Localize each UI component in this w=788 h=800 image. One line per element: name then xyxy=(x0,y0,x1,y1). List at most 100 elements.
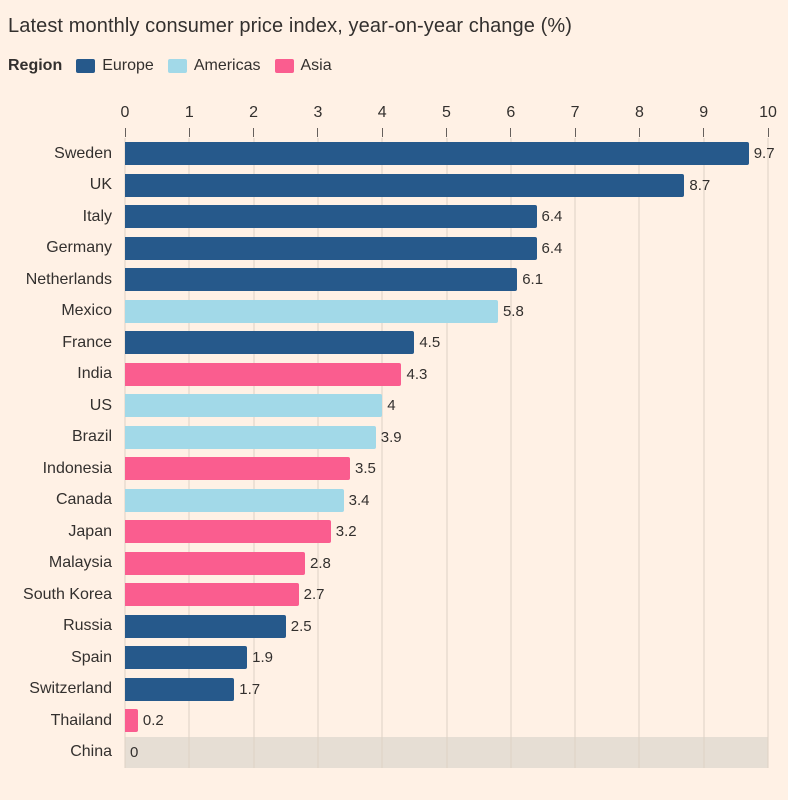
axis-tick-label: 7 xyxy=(570,104,580,121)
value-label: 4 xyxy=(387,397,396,415)
plot-cell: 3.2 xyxy=(125,516,768,548)
bar-sweden[interactable] xyxy=(125,142,749,166)
country-label: India xyxy=(77,365,112,383)
legend-label: Europe xyxy=(102,57,154,74)
bar-france[interactable] xyxy=(125,331,415,355)
plot-cell: 6.4 xyxy=(125,233,768,265)
country-label: US xyxy=(89,396,112,414)
bar-brazil[interactable] xyxy=(125,425,376,449)
country-label: Netherlands xyxy=(25,270,112,288)
chart-row: Germany 6.4 xyxy=(8,233,788,265)
chart-row: Sweden 9.7 xyxy=(8,138,788,170)
axis-tick-label: 0 xyxy=(120,104,130,121)
value-label: 3.9 xyxy=(380,428,402,446)
plot-cell: 6.4 xyxy=(125,201,768,233)
country-label: Indonesia xyxy=(42,459,112,477)
legend-label: Asia xyxy=(300,57,332,74)
axis-tick-label: 10 xyxy=(759,104,777,121)
bar-switzerland[interactable] xyxy=(125,677,235,701)
axis-tick-mark xyxy=(381,128,383,137)
plot-cell: 4.5 xyxy=(125,327,768,359)
legend-item-asia[interactable]: Asia xyxy=(274,57,332,75)
axis-tick-label: 2 xyxy=(249,104,259,121)
chart-title: Latest monthly consumer price index, yea… xyxy=(8,15,573,37)
value-label: 5.8 xyxy=(502,302,524,320)
legend-title: Region xyxy=(8,57,63,74)
bar-japan[interactable] xyxy=(125,520,331,544)
bar-uk[interactable] xyxy=(125,173,685,197)
country-label: France xyxy=(62,333,112,351)
bar-south-korea[interactable] xyxy=(125,583,299,607)
country-label: South Korea xyxy=(23,585,112,603)
legend-swatch-asia xyxy=(274,59,294,73)
value-label: 9.7 xyxy=(753,145,775,163)
bar-russia[interactable] xyxy=(125,614,286,638)
country-label: Japan xyxy=(68,522,112,540)
chart-row: France 4.5 xyxy=(8,327,788,359)
country-label: Mexico xyxy=(61,302,112,320)
plot-cell: 2.7 xyxy=(125,579,768,611)
value-label: 1.9 xyxy=(252,649,274,667)
axis-tick-mark xyxy=(317,128,319,137)
value-label: 0 xyxy=(130,743,139,761)
axis-tick-label: 6 xyxy=(506,104,516,121)
value-label: 4.5 xyxy=(419,334,441,352)
chart-row: Mexico 5.8 xyxy=(8,296,788,328)
bar-thailand[interactable] xyxy=(125,709,138,733)
plot-cell: 4 xyxy=(125,390,768,422)
axis-tick-label: 9 xyxy=(699,104,709,121)
axis-tick-mark xyxy=(574,128,576,137)
chart-row: Russia 2.5 xyxy=(8,611,788,643)
chart-row: Switzerland 1.7 xyxy=(8,674,788,706)
bar-malaysia[interactable] xyxy=(125,551,306,575)
bar-spain[interactable] xyxy=(125,646,248,670)
bar-italy[interactable] xyxy=(125,205,537,229)
chart-row: Japan 3.2 xyxy=(8,516,788,548)
axis-tick-mark xyxy=(253,128,255,137)
plot-cell: 5.8 xyxy=(125,296,768,328)
bar-indonesia[interactable] xyxy=(125,457,351,481)
country-label: Spain xyxy=(71,648,112,666)
value-label: 6.1 xyxy=(522,271,544,289)
axis-tick-label: 3 xyxy=(313,104,323,121)
chart-row: Indonesia 3.5 xyxy=(8,453,788,485)
axis-tick-mark xyxy=(767,128,769,137)
bar-germany[interactable] xyxy=(125,236,537,260)
chart-row: Netherlands 6.1 xyxy=(8,264,788,296)
x-axis: 0 1 2 3 4 5 6 7 8 9 10 xyxy=(121,104,777,138)
value-label: 2.8 xyxy=(310,554,331,572)
axis-tick-label: 8 xyxy=(634,104,644,121)
chart-row: South Korea 2.7 xyxy=(8,579,788,611)
axis-tick-mark xyxy=(510,128,512,137)
legend-item-americas[interactable]: Americas xyxy=(167,57,261,75)
axis-tick-mark xyxy=(124,128,126,137)
chart-row: Malaysia 2.8 xyxy=(8,548,788,580)
chart-row: UK 8.7 xyxy=(8,170,788,202)
bar-mexico[interactable] xyxy=(125,299,498,323)
legend-swatch-americas xyxy=(167,59,187,73)
plot-cell: 4.3 xyxy=(125,359,768,391)
axis-tick-label: 4 xyxy=(377,104,387,121)
value-label: 3.5 xyxy=(355,460,376,478)
chart-row: Spain 1.9 xyxy=(8,642,788,674)
bar-netherlands[interactable] xyxy=(125,268,518,292)
country-label: UK xyxy=(89,176,112,194)
bar-chart: 0 1 2 3 4 5 6 7 8 9 10 Sweden 9.7 UK 8.7 Italy 6.4 Germa… xyxy=(8,104,788,768)
chart-row: US 4 xyxy=(8,390,788,422)
bar-us[interactable] xyxy=(125,394,383,418)
legend-item-europe[interactable]: Europe xyxy=(76,57,154,75)
chart-row: China 0 xyxy=(8,736,788,768)
plot-area: Sweden 9.7 UK 8.7 Italy 6.4 Germany 6.4 Netherla… xyxy=(8,138,788,768)
country-label: Brazil xyxy=(71,428,112,446)
value-label: 4.3 xyxy=(406,365,428,383)
axis-tick-mark xyxy=(638,128,640,137)
bar-india[interactable] xyxy=(125,362,402,386)
country-label: Switzerland xyxy=(29,680,112,698)
axis-tick-mark xyxy=(446,128,447,137)
chart-row: Italy 6.4 xyxy=(8,201,788,233)
country-label: Sweden xyxy=(54,144,112,162)
bar-canada[interactable] xyxy=(125,488,344,512)
chart-row: Canada 3.4 xyxy=(8,485,788,517)
country-label: Italy xyxy=(82,207,112,225)
plot-cell: 9.7 xyxy=(125,138,775,170)
